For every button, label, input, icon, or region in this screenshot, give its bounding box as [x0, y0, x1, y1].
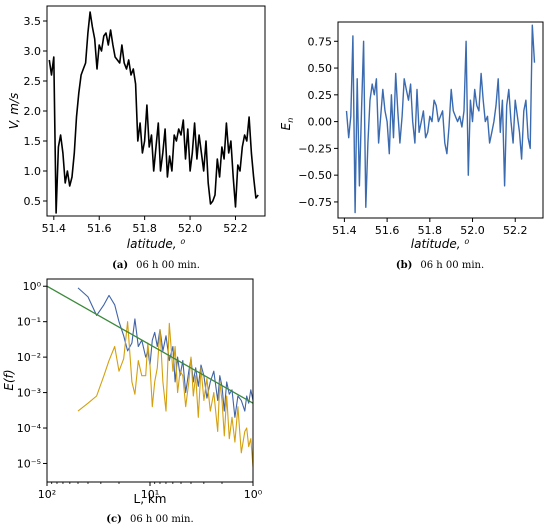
panel-a-caption-tag: (a) [112, 260, 128, 271]
panel-a-xlabel: latitude, ⁰ [127, 237, 186, 251]
panel-c-xlabel: L, km [134, 492, 167, 506]
panel-b-xlabel: latitude, ⁰ [411, 237, 470, 251]
panel-a-ytick-label: 3.5 [24, 15, 42, 28]
panel-a-ytick-label: 1.0 [24, 165, 42, 178]
panel-b-xtick-label: 51.4 [332, 224, 357, 237]
panel-a-caption-text: 06 h 00 min. [136, 260, 200, 271]
panel-c-caption-tag: (c) [106, 514, 122, 525]
panel-b-ytick-label: −0.75 [298, 196, 332, 209]
panel-c-series-blue [77, 287, 254, 418]
panel-b-ytick-label: 0.25 [308, 89, 333, 102]
panel-b-ytick-label: 0.75 [308, 35, 333, 48]
panel-c-frame [46, 278, 254, 483]
panel-a: 51.4 51.6 51.8 52.0 52.2 0.5 1.0 1.5 2.0 2.5 3.0 3… [7, 5, 266, 272]
panel-b-ytick-label: −0.50 [298, 169, 332, 182]
panel-a-ytick-label: 2.0 [24, 105, 42, 118]
panel-c-xtick-label: 10² [38, 488, 56, 501]
panel-b-caption-tag: (b) [396, 260, 412, 271]
panel-b-caption: (b) 06 h 00 min. [396, 253, 484, 272]
panel-b-caption-text: 06 h 00 min. [420, 260, 484, 271]
panel-a-ytick-label: 3.0 [24, 45, 42, 58]
panel-b-ytick-label: −0.25 [298, 142, 332, 155]
panel-b-xtick-label: 52.2 [503, 224, 528, 237]
panel-c-series-orange [77, 321, 254, 467]
panel-c-ytick-label: 10⁻¹ [17, 316, 41, 329]
panel-a-xtick-label: 51.6 [87, 222, 112, 235]
panel-a-xtick-label: 51.8 [132, 222, 157, 235]
panel-a-xtick-label: 52.2 [223, 222, 248, 235]
panel-c-ytick-label: 10⁻² [17, 351, 41, 364]
panel-a-xtick-label: 52.0 [178, 222, 203, 235]
panel-c-ytick-label: 10⁻³ [17, 387, 41, 400]
panel-c-y-ticks: 10⁰ 10⁻¹ 10⁻² 10⁻³ 10⁻⁴ 10⁻⁵ [17, 280, 47, 470]
panel-c-series [46, 285, 254, 467]
panel-b-xtick-label: 51.8 [418, 224, 443, 237]
panel-c-ytick-label: 10⁰ [23, 280, 42, 293]
panel-a-ytick-label: 2.5 [24, 75, 42, 88]
panel-b-ytick-label: 0.50 [308, 62, 333, 75]
panel-c-caption: (c) 06 h 00 min. [106, 507, 193, 526]
svg-text:En: En [279, 118, 295, 131]
panel-b-y-ticks: −0.75 −0.50 −0.25 0.00 0.25 0.50 0.75 [298, 35, 338, 209]
panel-a-ytick-label: 0.5 [24, 195, 42, 208]
panel-a-x-ticks: 51.4 51.6 51.8 52.0 52.2 [42, 216, 248, 235]
panel-c-caption-text: 06 h 00 min. [130, 514, 194, 525]
panel-b-xtick-label: 52.0 [460, 224, 485, 237]
panel-b-series-line [345, 24, 536, 214]
panel-a-ylabel: V, m/s [7, 93, 21, 129]
panel-a-y-ticks: 0.5 1.0 1.5 2.0 2.5 3.0 3.5 [24, 15, 47, 208]
panel-c-xtick-label: 10¹ [141, 488, 159, 501]
panel-b-ytick-label: 0.00 [308, 116, 333, 129]
panel-b-ylabel: En [279, 118, 295, 131]
panel-b-frame [337, 21, 544, 219]
panel-a-ytick-label: 1.5 [24, 135, 42, 148]
panel-b-x-ticks: 51.4 51.6 51.8 52.0 52.2 [332, 218, 527, 237]
panel-a-frame [46, 5, 266, 217]
panel-c-fit-line [46, 285, 254, 404]
panel-c-ytick-label: 10⁻⁵ [17, 457, 41, 470]
panel-a-xtick-label: 51.4 [42, 222, 67, 235]
panel-a-series-line [48, 11, 259, 214]
panel-c-ytick-label: 10⁻⁴ [17, 422, 42, 435]
panel-c-ylabel: E(f) [2, 369, 16, 390]
panel-b: 51.4 51.6 51.8 52.0 52.2 −0.75 −0.50 −0.25 0.00… [279, 21, 544, 272]
panel-c-x-ticks: 10² 10¹ 10⁰ [38, 482, 263, 501]
panel-a-caption: (a) 06 h 00 min. [112, 253, 200, 272]
panel-b-xtick-label: 51.6 [375, 224, 400, 237]
panel-c-xtick-label: 10⁰ [244, 488, 263, 501]
